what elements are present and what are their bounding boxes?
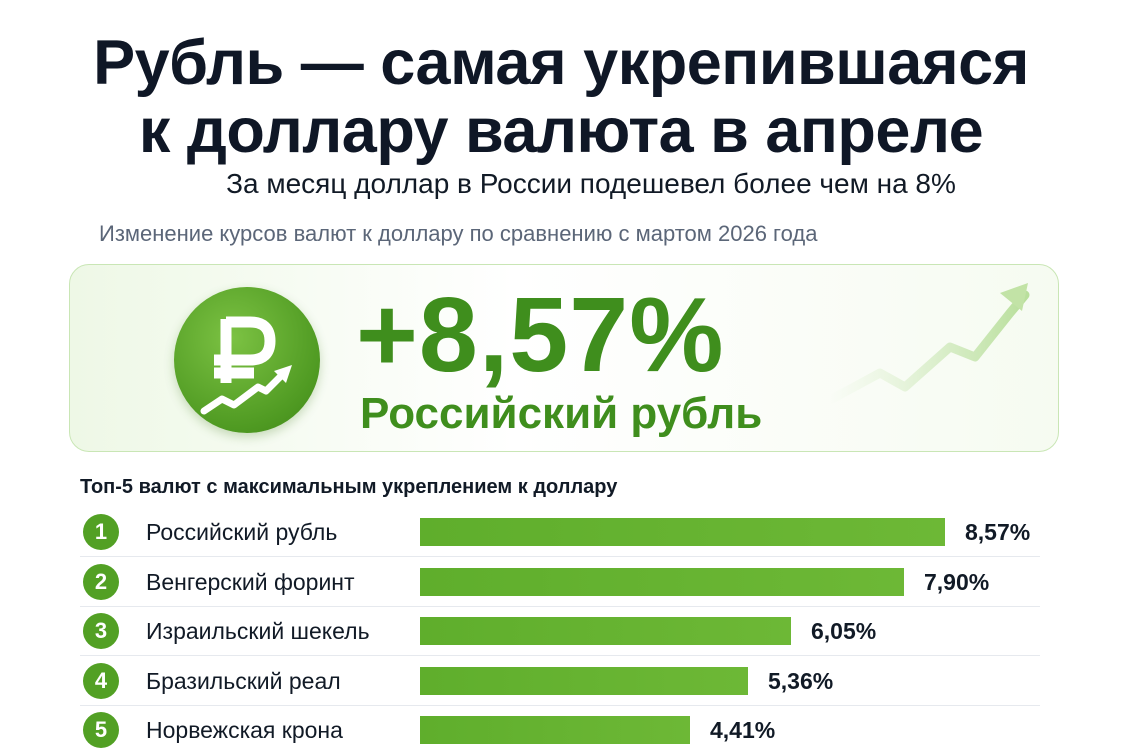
value-label: 4,41% xyxy=(710,717,776,743)
hero-label: Российский рубль xyxy=(360,389,763,438)
page-title-line-2: к доллару валюта в апреле xyxy=(138,96,984,166)
row-divider xyxy=(80,655,1040,656)
rank-badge: 5 xyxy=(83,712,119,748)
rank-badge: 3 xyxy=(83,613,119,649)
chart-row: 1 Российский рубль 8,57% xyxy=(80,507,1040,557)
category-label: Бразильский реал xyxy=(146,667,341,694)
value-label: 5,36% xyxy=(768,667,834,694)
page-title-line-1: Рубль — самая укрепившаяся xyxy=(93,28,1029,98)
category-label: Норвежская крона xyxy=(146,717,343,743)
chart-row: 3 Израильский шекель 6,05% xyxy=(80,606,1040,656)
value-label: 8,57% xyxy=(965,519,1031,545)
rank-badge: 4 xyxy=(83,662,119,699)
rank-badge: 1 xyxy=(83,514,119,550)
chart-note: Изменение курсов валют к доллару по срав… xyxy=(99,221,818,246)
category-label: Израильский шекель xyxy=(146,618,370,644)
chart-row: 2 Венгерский форинт 7,90% xyxy=(80,557,1040,607)
rank-badge: 2 xyxy=(83,563,119,600)
chart-title: Топ-5 валют с максимальным укреплением к… xyxy=(80,476,618,498)
subtitle: За месяц доллар в России подешевел более… xyxy=(226,168,956,199)
row-divider xyxy=(80,556,1040,557)
trend-arrow-icon xyxy=(825,283,1030,405)
bar xyxy=(420,716,690,744)
value-label: 7,90% xyxy=(924,568,990,595)
bar xyxy=(420,617,791,645)
value-label: 6,05% xyxy=(811,618,877,644)
category-label: Венгерский форинт xyxy=(146,568,355,595)
bar xyxy=(420,518,945,546)
category-label: Российский рубль xyxy=(146,519,338,545)
bar xyxy=(420,666,748,695)
row-divider xyxy=(80,704,1040,706)
row-divider xyxy=(80,605,1040,607)
hero-card: +8,57% Российский рубль xyxy=(69,264,1059,452)
chart-row: 5 Норвежская крона 4,41% xyxy=(80,705,1040,752)
hero-value: +8,57% xyxy=(356,276,725,394)
ruble-coin-icon xyxy=(174,287,320,433)
bar xyxy=(420,567,904,596)
chart-row: 4 Бразильский реал 5,36% xyxy=(80,656,1040,706)
